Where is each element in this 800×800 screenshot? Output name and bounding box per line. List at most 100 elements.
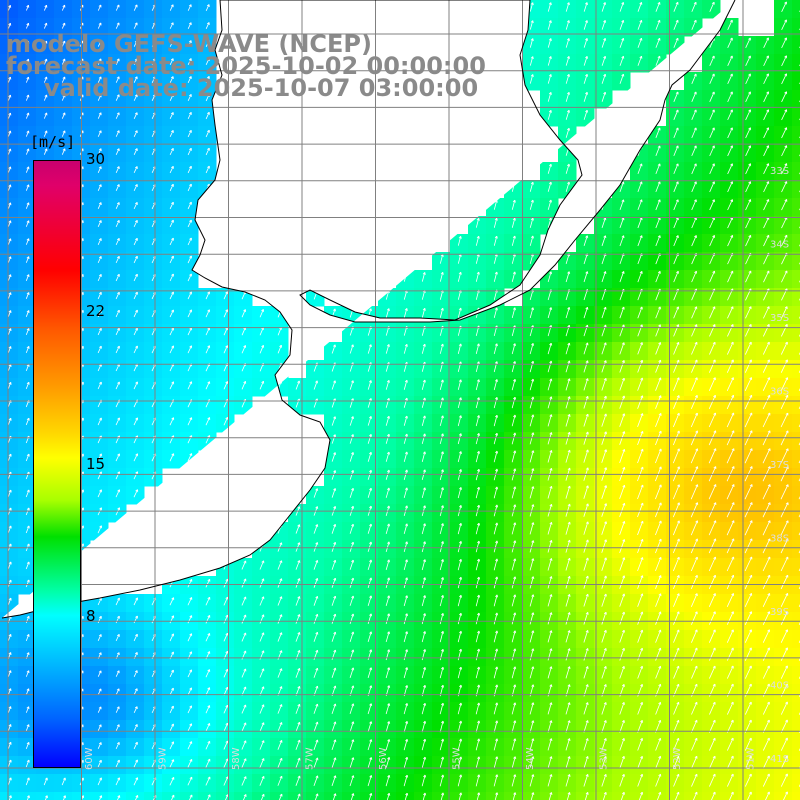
- wind-arrow: [673, 37, 679, 48]
- wind-arrow: [43, 58, 48, 65]
- wind-arrow: [169, 40, 174, 47]
- wind-cell: [486, 792, 505, 800]
- wind-cell: [792, 396, 800, 415]
- wind-arrow: [43, 4, 48, 11]
- wind-cell: [792, 432, 800, 451]
- wind-arrow: [61, 58, 66, 65]
- wind-cell: [792, 450, 800, 469]
- wind-cell: [792, 72, 800, 91]
- wind-arrow: [727, 37, 733, 48]
- wind-arrow: [547, 20, 552, 30]
- wind-cell: [792, 180, 800, 199]
- wind-cell: [666, 792, 685, 800]
- wind-arrow: [115, 40, 120, 47]
- wind-cell: [792, 198, 800, 217]
- wind-arrow: [691, 19, 697, 30]
- wind-arrow: [97, 58, 102, 65]
- wind-arrow: [205, 40, 210, 48]
- wind-arrow: [26, 22, 30, 29]
- wind-arrow: [8, 4, 12, 11]
- wind-arrow: [169, 22, 174, 29]
- latitude-label: 41S: [770, 754, 789, 765]
- wind-cell: [288, 792, 307, 800]
- wind-arrow: [673, 19, 679, 30]
- wind-cell: [792, 162, 800, 181]
- wind-cell: [576, 792, 595, 800]
- wind-cell: [792, 630, 800, 649]
- wind-arrow: [781, 19, 787, 31]
- wind-cell: [792, 234, 800, 253]
- wind-cell: [792, 144, 800, 163]
- wind-arrow: [601, 37, 607, 48]
- wind-arrow: [26, 58, 30, 65]
- wind-arrow: [529, 2, 534, 12]
- wind-cell: [594, 792, 613, 800]
- wind-arrow: [583, 2, 588, 12]
- wind-cell: [792, 252, 800, 271]
- wind-arrow: [691, 1, 697, 12]
- wind-cell: [792, 684, 800, 703]
- wind-arrow: [547, 2, 552, 12]
- latitude-label: 38S: [770, 534, 789, 545]
- wind-cell: [432, 792, 451, 800]
- wind-cell: [54, 792, 73, 800]
- wind-arrow: [529, 20, 534, 30]
- wind-cell: [108, 792, 127, 800]
- wind-arrow: [43, 40, 48, 47]
- wind-arrow: [655, 19, 661, 30]
- wind-arrow: [565, 38, 570, 48]
- wind-arrow: [637, 19, 643, 30]
- wind-cell: [684, 792, 703, 800]
- land-area: [2, 0, 735, 618]
- latitude-label: 34S: [770, 240, 789, 251]
- wind-arrow: [781, 1, 787, 13]
- wind-arrow: [583, 20, 588, 30]
- wind-cell: [792, 270, 800, 289]
- wind-cell: [450, 792, 469, 800]
- wind-cell: [792, 648, 800, 667]
- wind-arrow: [637, 1, 643, 12]
- wind-arrow: [655, 37, 661, 48]
- wind-arrow: [619, 2, 625, 12]
- wind-arrow: [133, 40, 138, 47]
- wind-cell: [126, 792, 145, 800]
- wind-cell: [504, 792, 523, 800]
- wind-arrow: [61, 4, 66, 11]
- wind-cell: [720, 792, 739, 800]
- wind-cell: [792, 54, 800, 73]
- wind-cell: [756, 792, 775, 800]
- land-mask: [2, 0, 735, 618]
- wind-arrow: [26, 40, 30, 47]
- wind-cell: [90, 792, 109, 800]
- wind-arrow: [745, 37, 751, 48]
- latitude-label: 40S: [770, 681, 789, 692]
- wind-cell: [144, 792, 163, 800]
- wind-arrow: [187, 4, 192, 11]
- wind-arrow: [709, 1, 715, 12]
- wind-arrow: [8, 40, 12, 47]
- wind-arrow: [187, 22, 192, 29]
- wind-cell: [648, 792, 667, 800]
- wind-cell: [792, 540, 800, 559]
- wind-arrow: [26, 4, 30, 11]
- wind-arrow: [655, 1, 661, 12]
- longitude-label: 60W: [84, 747, 95, 770]
- wind-arrow: [133, 22, 138, 29]
- longitude-label: 54W: [525, 747, 536, 770]
- longitude-label: 52W: [672, 747, 683, 770]
- wind-arrow: [8, 58, 12, 65]
- wind-direction-arrows: [7, 1, 800, 800]
- longitude-label: 56W: [378, 747, 389, 770]
- wind-arrow: [619, 19, 625, 30]
- latitude-label: 36S: [770, 387, 789, 398]
- wind-arrow: [8, 22, 12, 29]
- wind-cell: [522, 792, 541, 800]
- wind-cell: [792, 702, 800, 721]
- wind-cell: [378, 792, 397, 800]
- wind-cell: [792, 360, 800, 379]
- wind-cell: [792, 558, 800, 577]
- wind-cell: [36, 792, 55, 800]
- wind-cell: [324, 792, 343, 800]
